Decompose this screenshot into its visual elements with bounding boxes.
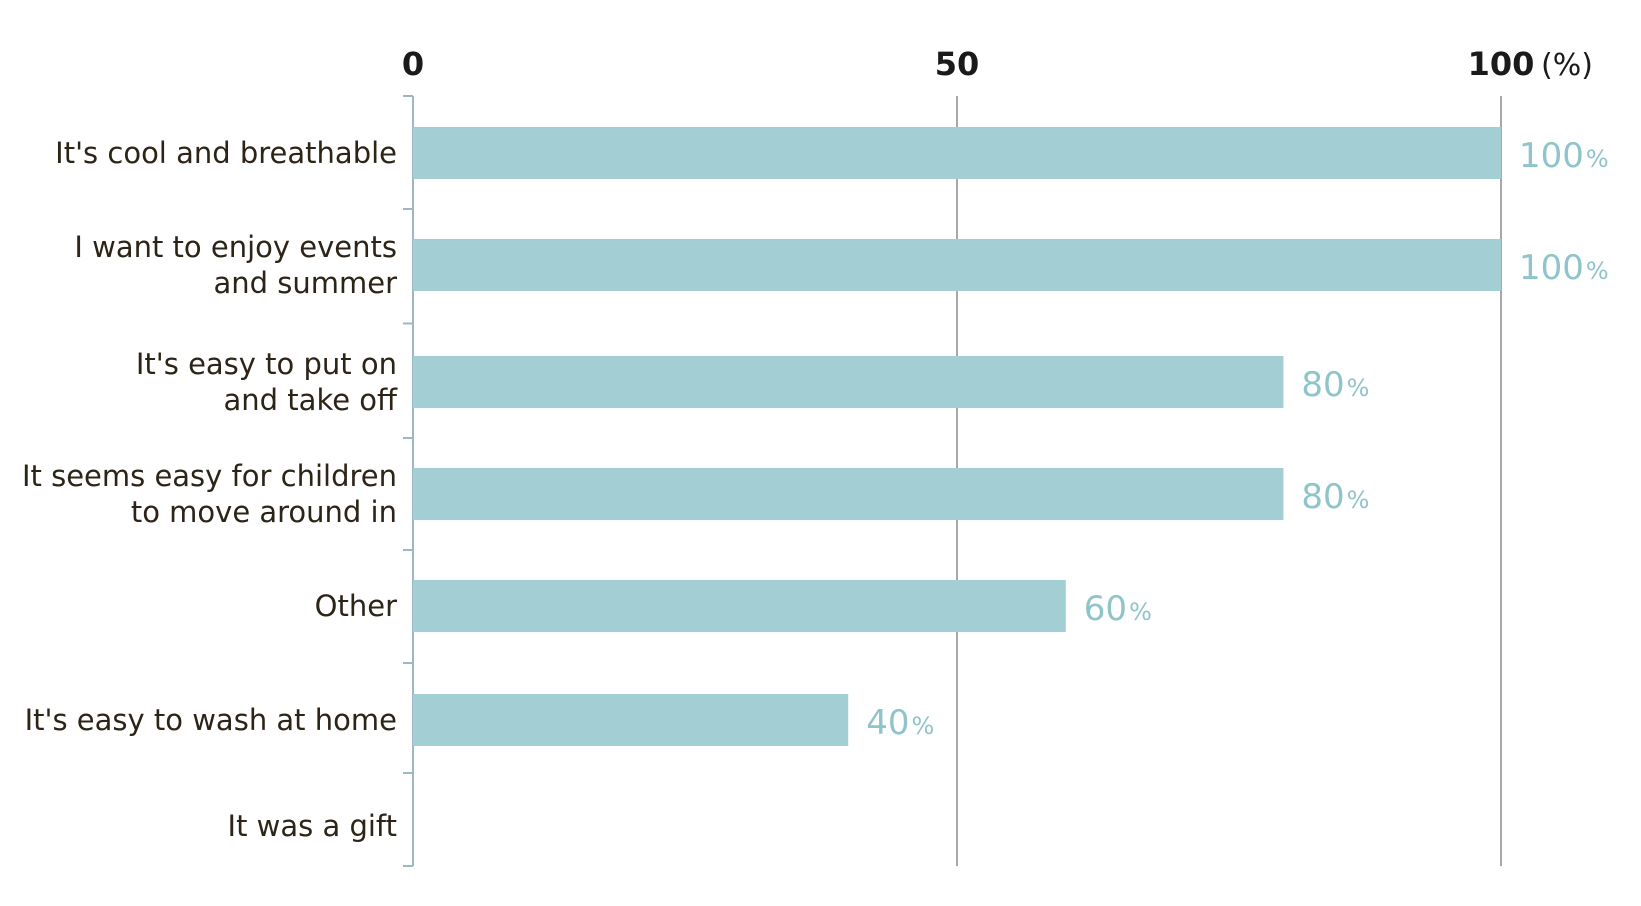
- bar-4: [413, 468, 1284, 520]
- bar-1: [413, 127, 1501, 179]
- value-label-3: 80%: [1301, 365, 1369, 405]
- bar-2: [413, 239, 1501, 291]
- x-tick-label-100: 100: [1468, 45, 1535, 83]
- value-label-4: 80%: [1301, 477, 1369, 517]
- value-label-5: 60%: [1084, 589, 1152, 629]
- bar-6: [413, 694, 849, 746]
- value-label-1: 100%: [1519, 136, 1609, 176]
- category-label-6: It's easy to wash at home: [25, 703, 397, 737]
- value-label-2: 100%: [1519, 248, 1609, 288]
- category-label-1: It's cool and breathable: [55, 136, 397, 170]
- value-label-6: 40%: [866, 703, 934, 743]
- x-tick-label-50: 50: [935, 45, 980, 83]
- category-label-7: It was a gift: [228, 809, 397, 843]
- bar-3: [413, 356, 1284, 408]
- x-tick-label-0: 0: [402, 45, 424, 83]
- category-label-3: It's easy to put on and take off: [136, 347, 398, 417]
- bar-5: [413, 580, 1066, 632]
- category-label-4: It seems easy for children to move around…: [22, 459, 397, 529]
- unit-label: (%): [1541, 48, 1593, 83]
- category-label-5: Other: [315, 589, 397, 623]
- category-label-2: I want to enjoy events and summer: [74, 230, 397, 300]
